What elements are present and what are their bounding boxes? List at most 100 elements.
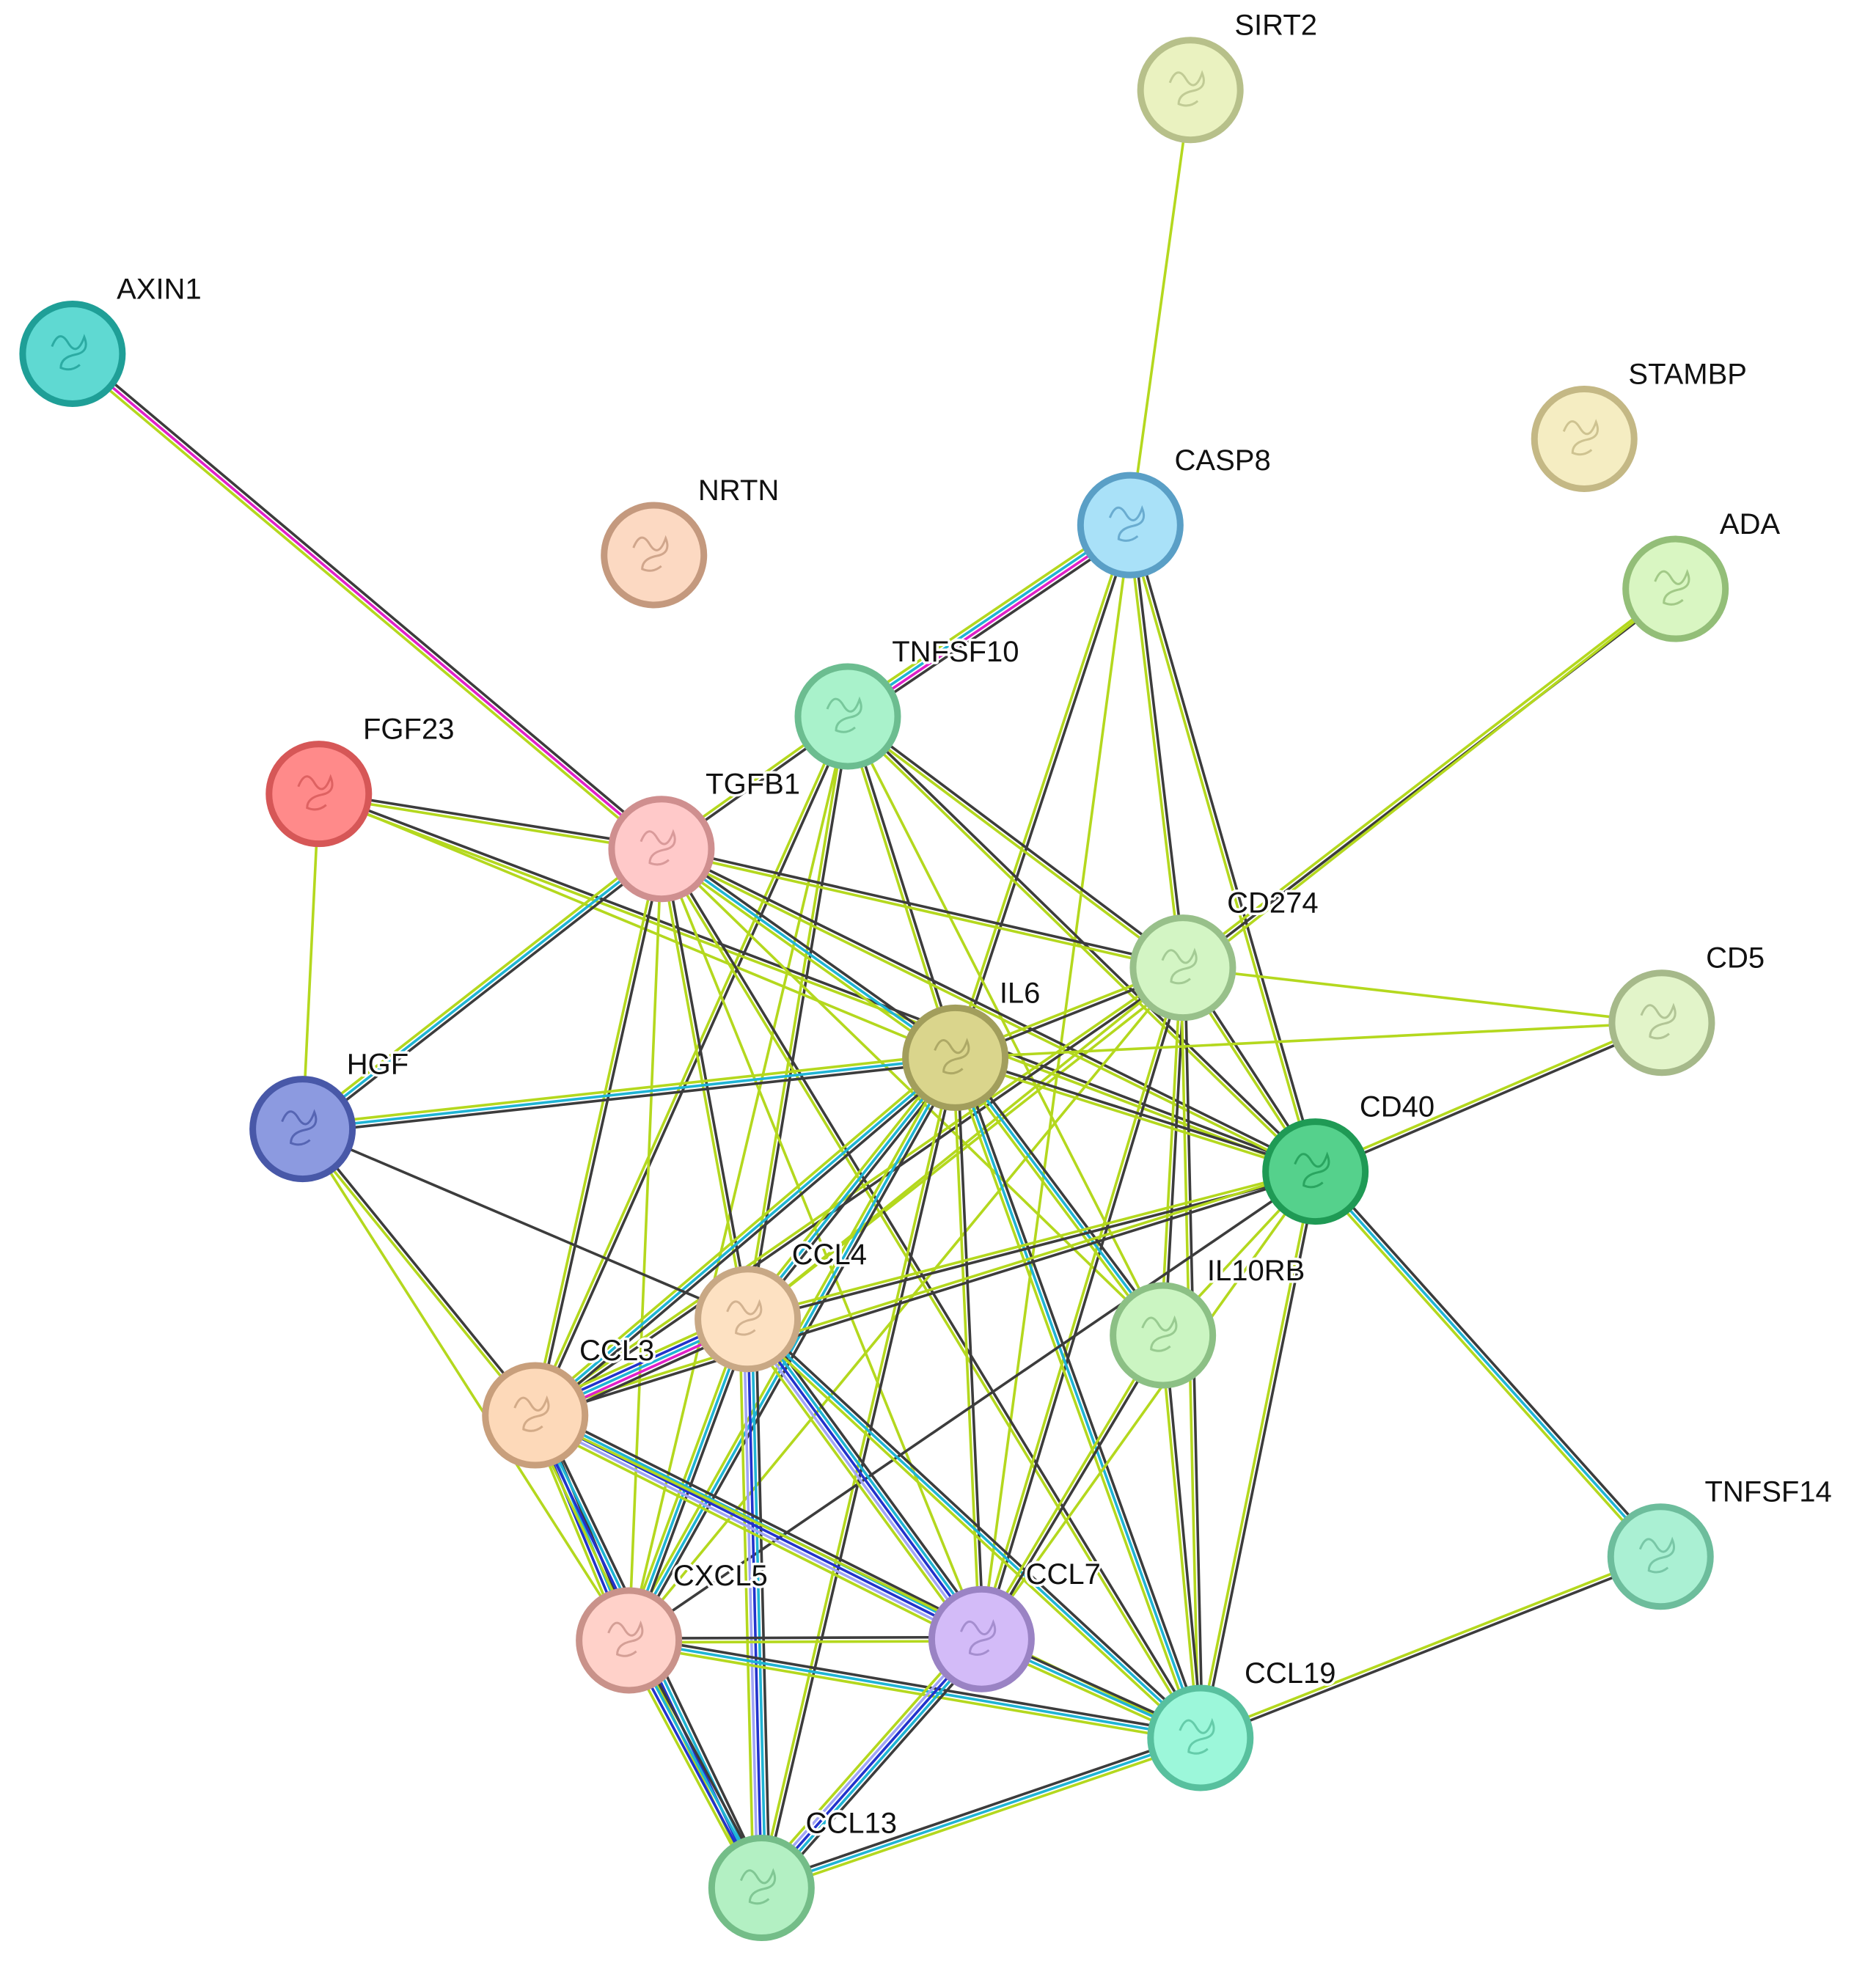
edge-line [1131,523,1187,969]
edge-line [750,1317,767,1890]
edge-line [843,518,1129,713]
node-circle[interactable] [1077,472,1184,579]
edge-line [953,1056,1202,1739]
structure-icon [632,535,669,572]
protein-node[interactable]: TNFSF10 [794,633,1022,770]
protein-node[interactable]: CCL19 [1147,1654,1338,1791]
protein-node[interactable]: AXIN1 [19,271,204,408]
protein-node[interactable]: CCL4 [695,1236,870,1373]
node-circle[interactable] [695,1266,802,1373]
structure-icon [960,1619,997,1656]
edge-line [536,1059,959,1420]
edge-line [68,355,661,854]
protein-node[interactable]: FGF23 [265,711,457,848]
protein-node[interactable]: CD5 [1608,939,1767,1076]
node-circle[interactable] [1531,385,1638,492]
protein-node[interactable]: CASP8 [1077,442,1273,579]
node-circle[interactable] [608,796,715,903]
node-label: FGF23 [363,714,454,746]
edge-line [848,714,959,1059]
edge-line [627,1317,750,1642]
edge-line [746,1056,957,1321]
edge-line [1201,1170,1319,1740]
node-label: STAMBP [1628,358,1747,390]
protein-node[interactable]: HGF [249,1046,411,1183]
node-circle[interactable] [576,1587,683,1694]
edge-line [950,1058,1162,1340]
node-circle[interactable] [1622,535,1729,642]
edges [68,88,1679,1895]
edge-line [954,1054,1318,1171]
node-label: CCL7 [1026,1558,1101,1591]
edge-line [746,1317,763,1890]
edge-line [1198,1553,1662,1738]
edge-line [957,1054,1168,1335]
edge-line [532,847,662,1417]
node-circle[interactable] [902,1004,1009,1111]
node-circle[interactable] [1262,1118,1369,1225]
edge-line [631,1058,961,1644]
edge-line [533,1056,957,1417]
protein-node[interactable]: CCL3 [482,1332,657,1469]
edge-line [627,966,1184,1642]
node-circle[interactable] [1129,914,1236,1021]
node-circle[interactable] [1137,37,1244,144]
node-circle[interactable] [601,502,708,609]
protein-node[interactable]: CCL13 [708,1805,900,1942]
edge-line [1313,1019,1663,1171]
node-circle[interactable] [1607,1503,1714,1610]
edge-line [1163,1333,1204,1739]
protein-node[interactable]: CD40 [1262,1088,1437,1225]
protein-node[interactable]: CCL7 [928,1556,1103,1692]
edge-line [847,525,1133,720]
node-circle[interactable] [928,1585,1035,1692]
edge-line [1126,524,1182,969]
edge-line [1159,1334,1200,1740]
edge-line [1314,1023,1664,1175]
node-label: CD274 [1227,887,1319,920]
structure-icon [1294,1151,1330,1189]
protein-node[interactable]: NRTN [601,472,782,609]
node-circle[interactable] [249,1076,356,1183]
edge-line [301,1127,750,1321]
node-circle[interactable] [265,741,373,848]
protein-node[interactable]: CXCL5 [576,1557,770,1694]
node-label: NRTN [698,474,779,507]
edge-line [298,844,661,1128]
edge-line [301,1060,958,1134]
edge-line [953,1058,1316,1175]
protein-node[interactable]: TGFB1 [608,766,803,903]
edge-line [844,715,955,1060]
node-circle[interactable] [1110,1282,1217,1389]
node-circle[interactable] [19,301,126,408]
edge-line [631,1318,753,1643]
node-circle[interactable] [482,1362,589,1469]
edge-line [301,1127,631,1642]
node-circle[interactable] [708,1835,815,1942]
protein-node[interactable]: STAMBP [1531,356,1749,492]
node-label: HGF [347,1049,408,1081]
protein-node[interactable]: IL10RB [1110,1252,1308,1389]
edge-line [982,967,1187,1641]
edge-line [532,964,1184,1415]
edge-line [627,1056,957,1642]
protein-node[interactable]: CD274 [1129,884,1321,1021]
edge-line [657,851,955,1063]
edge-line [627,1170,1317,1642]
protein-node[interactable]: ADA [1622,506,1783,642]
edge-line [318,791,1318,1171]
edge-line [302,1126,538,1416]
edge-line [1200,1557,1663,1742]
structure-icon [51,334,87,371]
node-circle[interactable] [794,663,901,770]
protein-node[interactable]: SIRT2 [1137,7,1320,144]
edge-line [978,966,1183,1640]
edge-line [1131,523,1319,1173]
edge-line [535,716,851,1417]
node-circle[interactable] [1147,1684,1254,1791]
node-label: CD40 [1360,1091,1435,1123]
protein-node[interactable]: IL6 [902,975,1043,1111]
node-circle[interactable] [1608,969,1715,1076]
protein-node[interactable]: TNFSF14 [1607,1473,1834,1610]
edge-line [760,1736,1202,1890]
